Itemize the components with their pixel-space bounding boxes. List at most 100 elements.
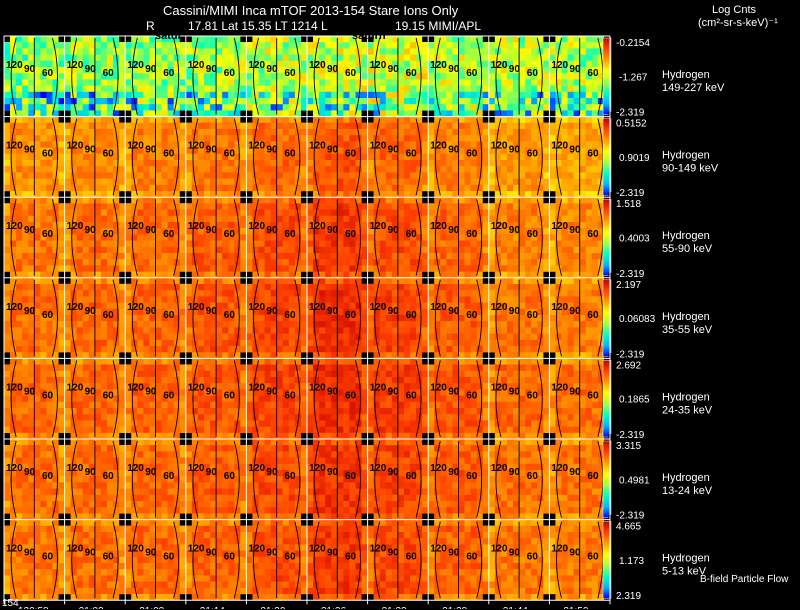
cell-pixel — [483, 234, 489, 241]
cell-pixel — [337, 129, 343, 136]
cell-pixel — [83, 129, 89, 136]
cell-pixel — [410, 98, 416, 105]
cell-pixel — [452, 86, 458, 93]
cell-pixel — [119, 315, 125, 322]
cell-pixel — [168, 61, 174, 68]
cell-pixel — [156, 154, 162, 161]
cell-pixel — [277, 129, 283, 136]
cell-pixel — [519, 67, 525, 74]
cell-pixel — [137, 321, 143, 328]
cell-pixel — [95, 117, 101, 124]
cell-pixel — [71, 166, 77, 173]
cell-pixel — [228, 104, 234, 111]
cell-pixel — [295, 228, 301, 235]
cell-pixel — [422, 222, 428, 229]
cell-pixel — [162, 278, 168, 285]
cell-pixel — [22, 42, 28, 49]
cell-pixel — [77, 352, 83, 359]
cell-pixel — [46, 284, 52, 291]
cell-pixel — [28, 55, 34, 62]
cell-pixel — [228, 79, 234, 86]
cell-pixel — [477, 160, 483, 167]
cell-pixel — [137, 36, 143, 43]
cell-pixel — [204, 340, 210, 347]
colorbar-min-label: -2.319 — [616, 108, 645, 119]
cell-pixel — [331, 197, 337, 204]
cell-pixel — [501, 117, 507, 124]
cell-pixel — [156, 86, 162, 93]
cell-pixel — [101, 253, 107, 260]
cell-pixel — [265, 166, 271, 173]
cell-pixel — [240, 104, 246, 111]
cell-pixel — [40, 117, 46, 124]
cell-pixel — [34, 55, 40, 62]
cell-pixel — [380, 123, 386, 130]
cell-pixel — [374, 104, 380, 111]
cell-pixel — [471, 129, 477, 136]
cell-pixel — [4, 315, 10, 322]
cell-pixel — [149, 86, 155, 93]
cell-pixel — [537, 79, 543, 86]
cell-pixel — [507, 42, 513, 49]
cell-pixel — [428, 129, 434, 136]
cell-pixel — [143, 166, 149, 173]
cell-pixel — [131, 334, 137, 341]
cell-pixel — [452, 253, 458, 260]
cell-pixel — [4, 104, 10, 111]
cell-pixel — [331, 98, 337, 105]
cell-pixel — [40, 179, 46, 186]
cell-pixel — [210, 321, 216, 328]
cell-pixel — [137, 98, 143, 105]
cell-pixel — [10, 327, 16, 334]
cell-pixel — [331, 179, 337, 186]
cell-pixel — [216, 86, 222, 93]
cell-pixel — [168, 346, 174, 353]
cell-pixel — [277, 185, 283, 192]
cell-pixel — [125, 172, 131, 179]
cell-pixel — [483, 129, 489, 136]
cell-pixel — [562, 234, 568, 241]
cell-pixel — [198, 259, 204, 266]
contour-label: 90 — [569, 145, 581, 156]
cell-pixel — [440, 110, 446, 117]
cell-pixel — [349, 216, 355, 223]
cell-pixel — [368, 123, 374, 130]
cell-pixel — [156, 73, 162, 80]
cell-pixel — [131, 42, 137, 49]
cell-pixel — [149, 296, 155, 303]
cell-pixel — [422, 148, 428, 155]
cell-pixel — [543, 61, 549, 68]
cell-pixel — [143, 129, 149, 136]
cell-pixel — [101, 166, 107, 173]
cell-pixel — [331, 55, 337, 62]
cell-pixel — [252, 92, 258, 99]
cell-pixel — [392, 135, 398, 142]
cell-pixel — [319, 172, 325, 179]
cell-pixel — [125, 315, 131, 322]
cell-pixel — [83, 253, 89, 260]
cell-pixel — [143, 272, 149, 279]
cell-pixel — [307, 185, 313, 192]
cell-pixel — [495, 166, 501, 173]
cell-pixel — [265, 259, 271, 266]
cell-pixel — [4, 42, 10, 49]
cell-pixel — [107, 259, 113, 266]
cell-pixel — [410, 172, 416, 179]
cell-pixel — [119, 61, 125, 68]
cell-pixel — [489, 42, 495, 49]
cell-pixel — [143, 191, 149, 198]
cell-pixel — [162, 284, 168, 291]
cell-pixel — [204, 253, 210, 260]
cell-pixel — [222, 55, 228, 62]
contour-label: 60 — [163, 149, 175, 160]
cell-pixel — [331, 203, 337, 210]
cell-pixel — [246, 247, 252, 254]
cell-pixel — [410, 92, 416, 99]
cell-pixel — [65, 92, 71, 99]
cell-pixel — [101, 48, 107, 55]
cell-pixel — [4, 290, 10, 297]
cell-pixel — [222, 135, 228, 142]
cell-pixel — [137, 278, 143, 285]
